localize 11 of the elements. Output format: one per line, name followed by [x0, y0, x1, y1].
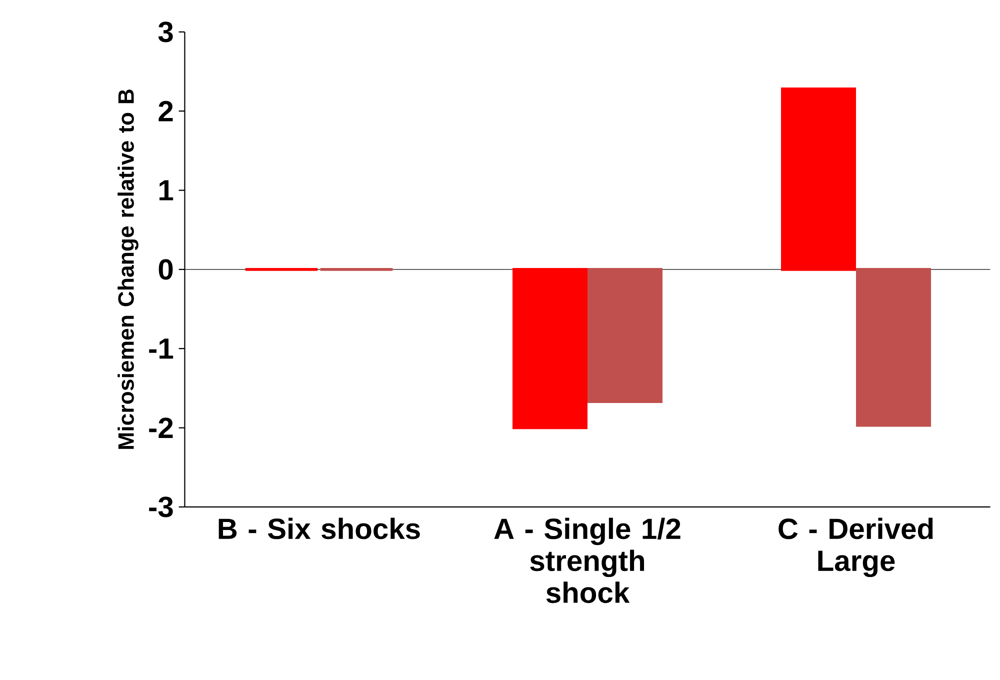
y-axis-title: Microsiemen Change relative to B — [118, 90, 138, 449]
x-tick-label: C - Derived Large — [778, 518, 933, 578]
x-tick-label: A - Single 1/2 strength shock — [494, 518, 680, 604]
x-tick-label: B - Six shocks — [218, 518, 420, 540]
y-tick-label: 3 — [158, 22, 173, 42]
y-tick-label: -2 — [149, 418, 173, 438]
y-tick-label: 1 — [160, 180, 174, 200]
y-tick-label: 2 — [158, 100, 173, 122]
y-tick-label: -1 — [149, 338, 174, 359]
y-tick-label: 0 — [158, 259, 173, 280]
y-tick-label: -3 — [149, 496, 173, 518]
